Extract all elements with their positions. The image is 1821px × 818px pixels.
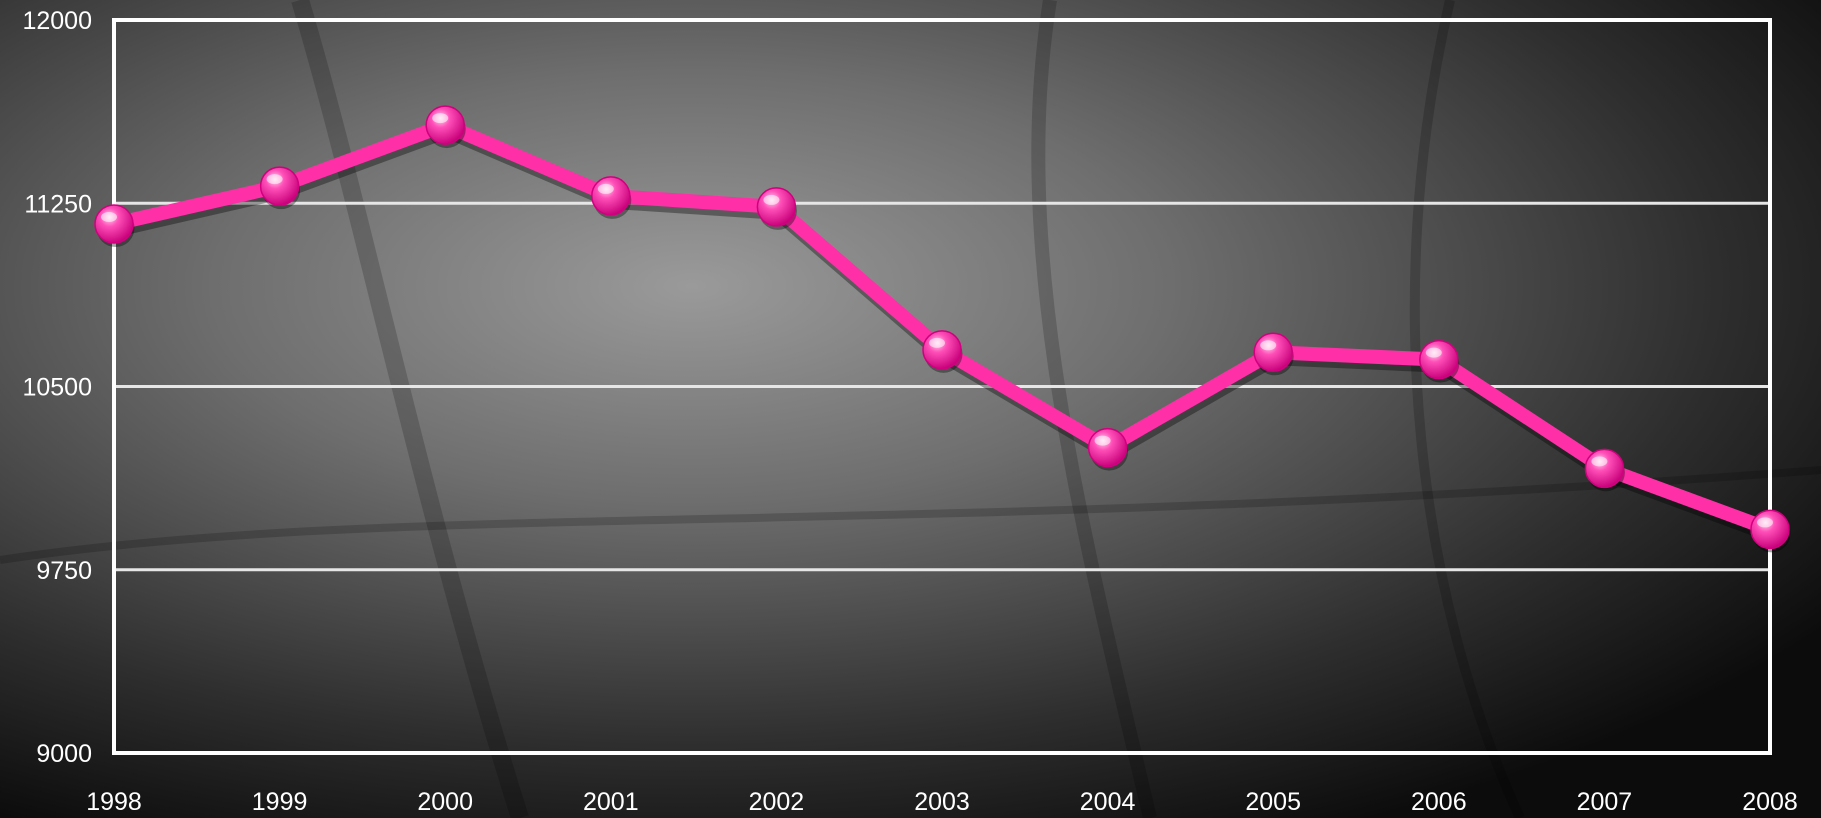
data-point-marker	[1584, 448, 1625, 489]
x-tick-label: 2007	[1577, 788, 1633, 816]
x-tick-label: 2003	[914, 788, 970, 816]
x-tick-label: 2005	[1245, 788, 1301, 816]
plot-frame-layer	[112, 18, 1772, 755]
data-point	[425, 105, 466, 149]
data-point	[922, 330, 963, 373]
data-point-marker	[425, 105, 465, 145]
data-point-highlight	[1425, 347, 1442, 358]
x-axis-tick-labels: 1998 1999 2000 2001 2002 2003 2004 2005 2006 2007…	[86, 788, 1798, 816]
data-point-highlight	[1260, 340, 1277, 351]
y-tick-label: 9750	[36, 557, 92, 585]
data-point	[259, 166, 301, 210]
data-point-highlight	[101, 212, 117, 223]
data-point-marker	[259, 166, 300, 206]
data-point-highlight	[763, 194, 780, 205]
data-point-highlight	[1757, 517, 1773, 528]
data-point-highlight	[432, 113, 449, 124]
x-tick-label: 2004	[1080, 788, 1136, 816]
y-tick-label: 9000	[36, 740, 92, 768]
data-point-marker	[1087, 427, 1128, 468]
x-tick-label: 2001	[583, 788, 639, 816]
x-tick-label: 2002	[749, 788, 805, 816]
data-point-marker	[1253, 332, 1293, 373]
data-point	[591, 176, 632, 219]
data-point-marker	[1419, 339, 1459, 380]
y-tick-label: 10500	[22, 374, 92, 402]
data-point-highlight	[266, 174, 283, 185]
x-tick-label: 2008	[1742, 788, 1798, 816]
x-tick-label: 2000	[417, 788, 473, 816]
y-tick-label: 12000	[22, 7, 92, 35]
data-point	[1750, 509, 1791, 553]
data-point-highlight	[929, 337, 945, 348]
data-point-marker	[591, 176, 631, 216]
y-tick-label: 11250	[24, 190, 92, 218]
x-tick-label: 2006	[1411, 788, 1467, 816]
x-tick-label: 1998	[86, 788, 142, 816]
data-point	[94, 204, 135, 248]
y-axis-tick-labels: 9000 9750 10500 11250 12000	[22, 7, 92, 768]
data-point-highlight	[1094, 435, 1111, 446]
data-point	[1253, 332, 1294, 376]
data-point-marker	[922, 330, 962, 370]
data-point-marker	[94, 204, 134, 244]
series-layer	[94, 105, 1791, 553]
data-point-highlight	[597, 183, 614, 194]
data-point-highlight	[1591, 456, 1608, 467]
plot-frame	[112, 18, 1772, 755]
data-point	[1419, 339, 1460, 383]
data-point	[1584, 448, 1625, 492]
data-point-marker	[756, 187, 797, 227]
x-tick-label: 1999	[252, 788, 308, 816]
gridlines	[114, 201, 1770, 572]
data-point-marker	[1750, 509, 1790, 550]
data-point	[1087, 427, 1129, 471]
data-point	[756, 187, 797, 230]
